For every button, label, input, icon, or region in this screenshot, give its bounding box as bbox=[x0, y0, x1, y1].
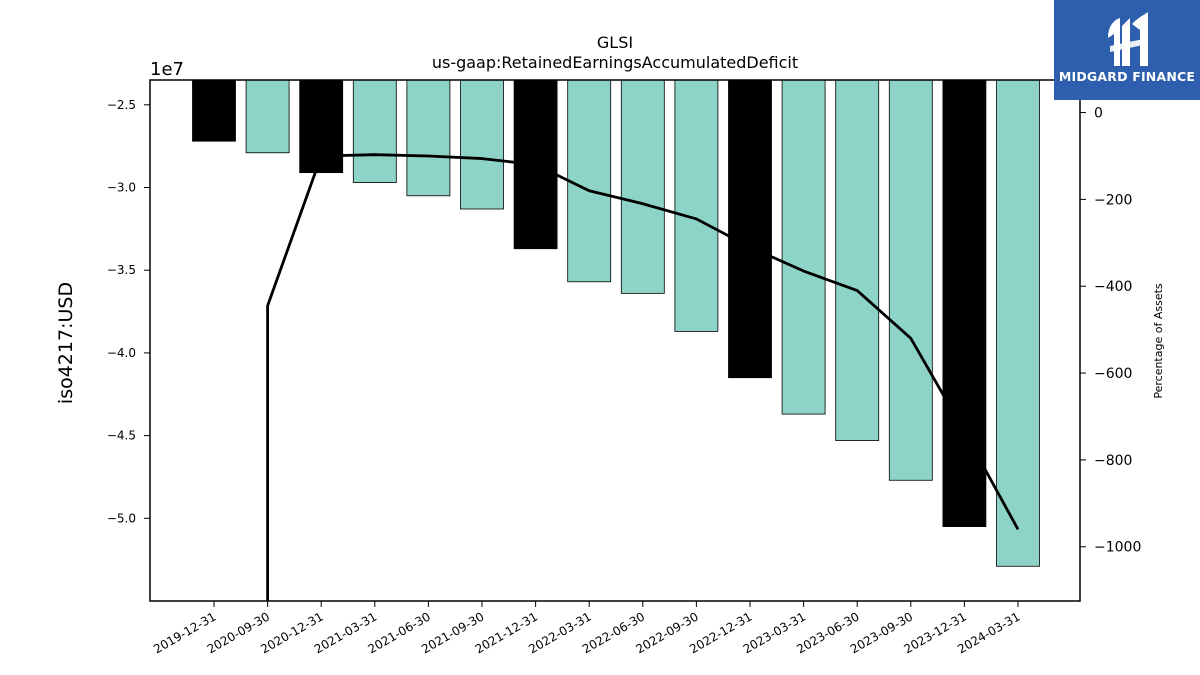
bar-2024-03-31 bbox=[996, 79, 1040, 567]
bar-2023-03-31 bbox=[781, 79, 826, 415]
chart-subtitle: us-gaap:RetainedEarningsAccumulatedDefic… bbox=[432, 53, 798, 72]
y2-tick-label: −200 bbox=[1094, 192, 1132, 208]
bar-2023-06-30 bbox=[835, 79, 880, 441]
y2-axis-label: Percentage of Assets bbox=[1152, 283, 1165, 399]
bar-2020-09-30 bbox=[245, 79, 290, 154]
y2-tick-label: −400 bbox=[1094, 279, 1132, 295]
bar-2022-09-30 bbox=[674, 79, 719, 332]
bar-2021-06-30 bbox=[406, 79, 451, 197]
y-offset-label: 1e7 bbox=[150, 59, 184, 80]
y2-tick-label: −600 bbox=[1094, 366, 1132, 382]
bar-2019-12-31 bbox=[192, 79, 236, 142]
bar-2022-03-31 bbox=[567, 79, 612, 283]
y-axis: −2.5 −3.0 −3.5 −4.0 −4.5 −5.0 bbox=[107, 98, 150, 525]
y-tick-label: −5.0 bbox=[107, 511, 136, 525]
y-tick-label: −2.5 bbox=[107, 98, 136, 112]
line-group bbox=[266, 153, 1020, 601]
bar-2021-09-30 bbox=[460, 79, 504, 210]
bar-2021-03-31 bbox=[352, 79, 397, 183]
bars-group bbox=[192, 79, 1040, 567]
bar-2023-09-30 bbox=[888, 79, 933, 481]
y-tick-label: −3.0 bbox=[107, 181, 136, 195]
bar-2022-06-30 bbox=[620, 79, 665, 294]
y-tick-label: −4.5 bbox=[107, 429, 136, 443]
y2-tick-label: −1000 bbox=[1094, 540, 1141, 556]
y-tick-label: −3.5 bbox=[107, 263, 136, 277]
y2-tick-label: 0 bbox=[1094, 106, 1103, 122]
midgard-logo-icon bbox=[1108, 12, 1148, 66]
bar-2022-12-31 bbox=[728, 79, 772, 379]
y-tick-label: −4.0 bbox=[107, 346, 136, 360]
brand-logo: MIDGARD FINANCE bbox=[1054, 0, 1200, 100]
logo-text: MIDGARD FINANCE bbox=[1058, 69, 1196, 84]
y2-tick-label: −800 bbox=[1094, 453, 1132, 469]
x-axis: 2019-12-312020-09-302020-12-312021-03-31… bbox=[151, 601, 1023, 656]
y-axis-label: iso4217:USD bbox=[55, 282, 77, 404]
plot-frame bbox=[149, 79, 1081, 602]
line-series-percentage-of-assets bbox=[266, 153, 1020, 601]
y2-axis: 0 −200 −400 −600 −800 −1000 bbox=[1080, 106, 1141, 556]
chart-title: GLSI bbox=[597, 33, 633, 52]
